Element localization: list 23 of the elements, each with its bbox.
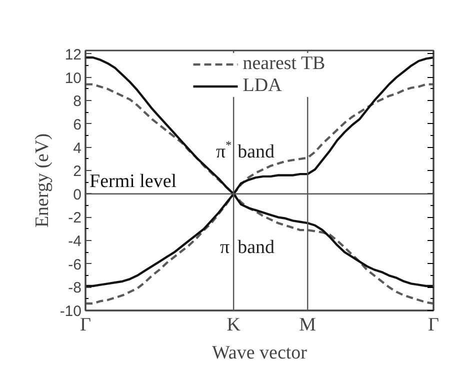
y-tick-label: 8	[73, 93, 82, 110]
legend-label: nearest TB	[242, 53, 326, 75]
y-tick-label: -2	[68, 210, 82, 227]
x-axis-title: Wave vector	[212, 342, 308, 364]
annotation: π band	[220, 237, 276, 258]
y-tick-label: 4	[73, 140, 82, 157]
y-tick-label: -6	[68, 256, 82, 274]
y-tick-label: -8	[68, 280, 82, 297]
ref-line-label: Fermi level	[90, 170, 177, 192]
legend-label: LDA	[242, 75, 282, 97]
y-tick-label: 12	[64, 46, 82, 64]
y-tick-label: 2	[73, 163, 82, 180]
annotation: π* band	[216, 138, 276, 162]
y-tick-label: -4	[68, 233, 82, 250]
y-tick-label: 0	[73, 186, 82, 204]
x-tick-label: Γ	[428, 314, 440, 336]
y-tick-label: -10	[60, 303, 82, 320]
x-tick-label: K	[226, 314, 241, 336]
x-tick-label: Γ	[80, 314, 92, 336]
y-tick-label: 10	[64, 70, 82, 87]
y-tick-label: 6	[73, 116, 82, 134]
y-axis-title: Energy (eV)	[32, 133, 53, 228]
x-tick-label: M	[299, 314, 316, 336]
